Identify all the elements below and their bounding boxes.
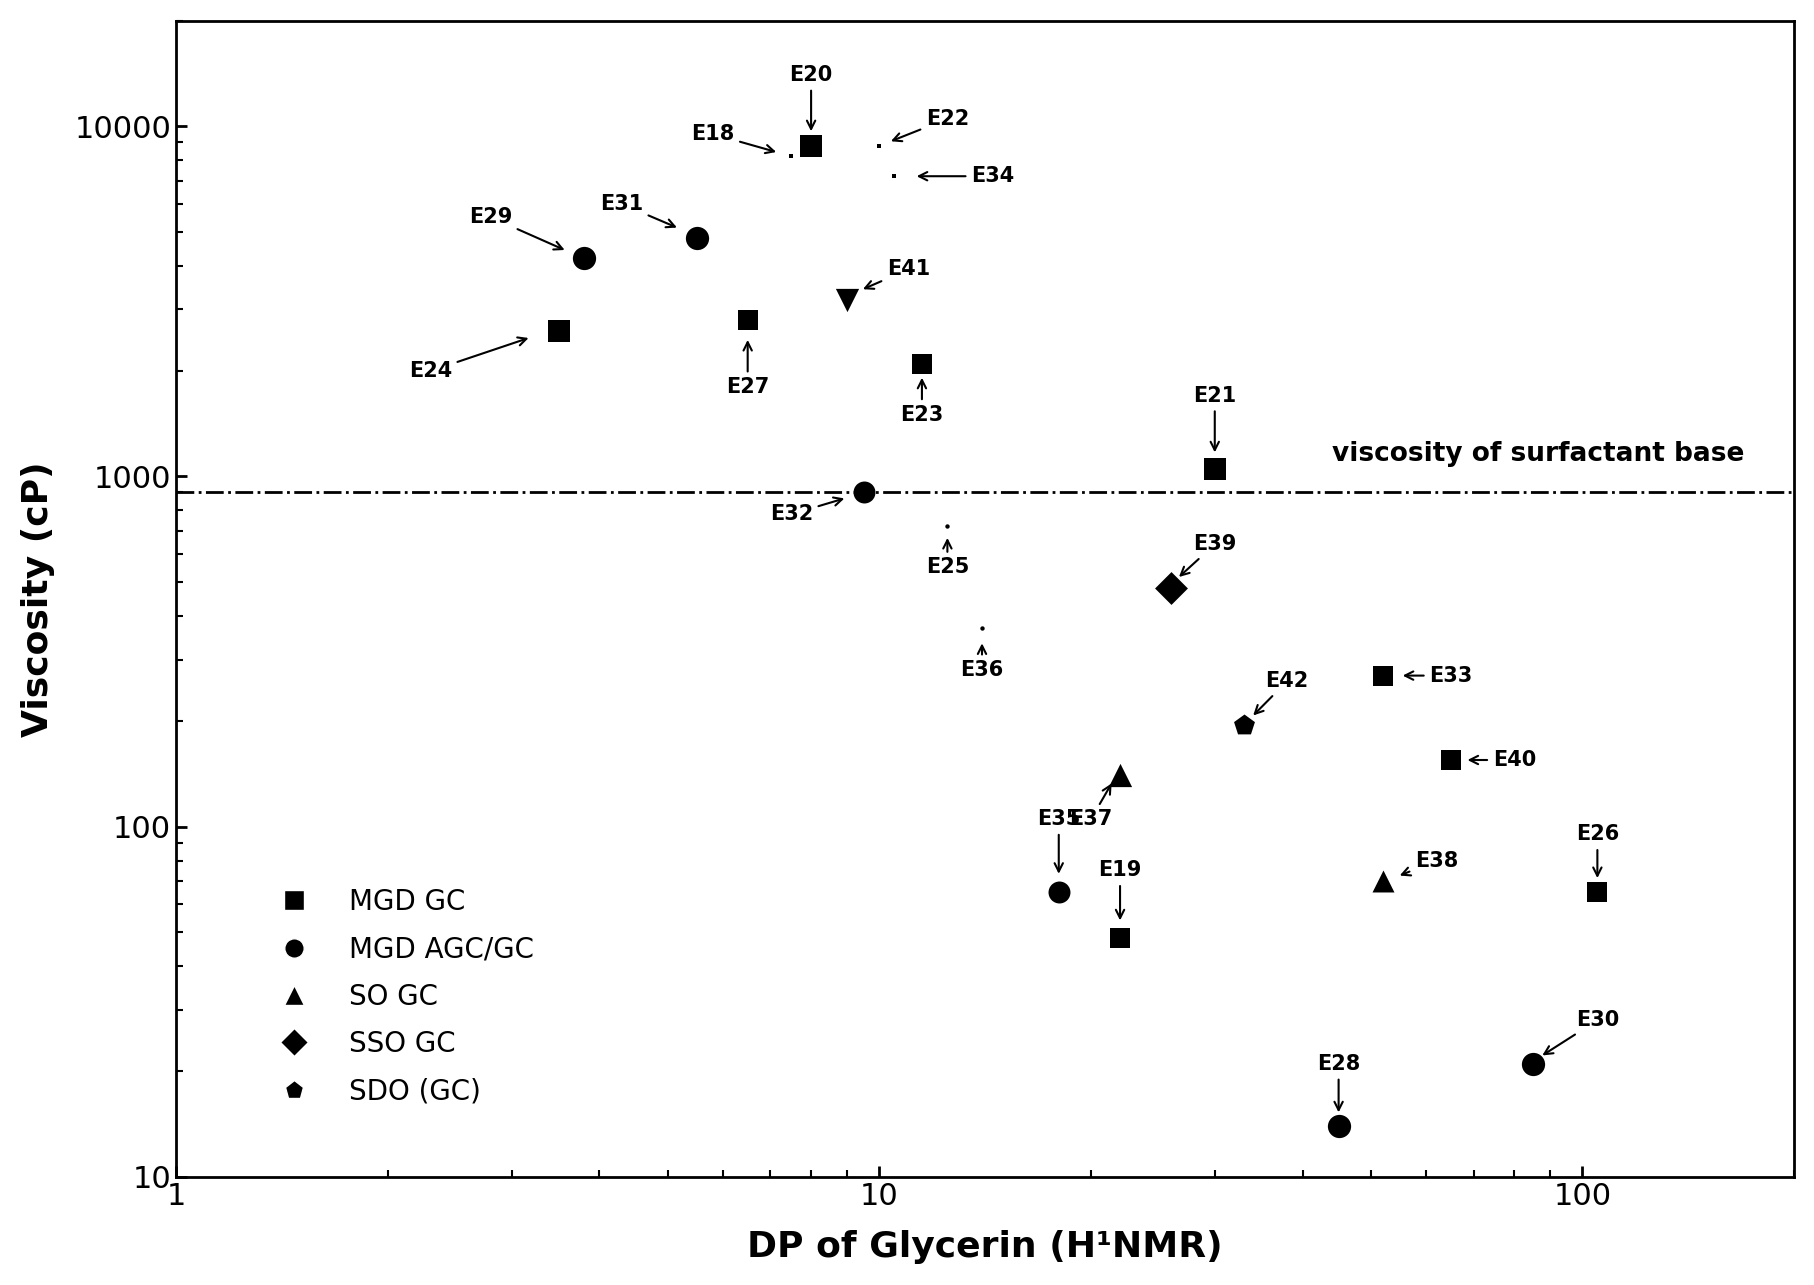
Text: E39: E39 <box>1179 535 1235 576</box>
Point <box>833 289 862 310</box>
Text: E25: E25 <box>925 540 969 577</box>
Point <box>907 353 936 374</box>
Text: E27: E27 <box>726 342 769 397</box>
Text: viscosity of surfactant base: viscosity of surfactant base <box>1331 441 1743 468</box>
Point <box>796 135 825 155</box>
Point <box>682 227 711 248</box>
Text: E32: E32 <box>769 497 842 524</box>
Point <box>1368 666 1397 686</box>
Point <box>1105 765 1134 785</box>
Text: E30: E30 <box>1544 1010 1618 1054</box>
Text: E38: E38 <box>1400 851 1457 875</box>
Text: E23: E23 <box>900 380 943 425</box>
Text: E37: E37 <box>1068 785 1112 829</box>
Text: E19: E19 <box>1097 861 1141 917</box>
Text: E40: E40 <box>1469 750 1535 770</box>
Point <box>733 310 762 330</box>
Point <box>544 321 573 342</box>
Text: E18: E18 <box>691 125 773 153</box>
Text: E34: E34 <box>918 166 1014 186</box>
Legend: MGD GC, MGD AGC/GC, SO GC, SSO GC, SDO (GC): MGD GC, MGD AGC/GC, SO GC, SSO GC, SDO (… <box>254 876 544 1117</box>
Text: E33: E33 <box>1404 666 1471 686</box>
Text: E22: E22 <box>892 109 969 141</box>
Point <box>1324 1115 1353 1136</box>
Text: E35: E35 <box>1036 810 1079 871</box>
Text: E21: E21 <box>1192 386 1235 450</box>
Point <box>1156 578 1185 599</box>
Point <box>967 617 996 637</box>
Point <box>1043 882 1072 902</box>
Point <box>1228 714 1257 735</box>
Text: E29: E29 <box>468 207 562 249</box>
Point <box>932 517 961 537</box>
Point <box>1199 459 1228 479</box>
Point <box>880 166 909 186</box>
Point <box>1582 882 1611 902</box>
Text: E31: E31 <box>600 194 675 227</box>
Text: E26: E26 <box>1575 825 1618 876</box>
Text: E42: E42 <box>1253 671 1308 714</box>
Text: E41: E41 <box>865 260 929 289</box>
Text: E20: E20 <box>789 66 833 128</box>
Point <box>570 248 599 269</box>
X-axis label: DP of Glycerin (H¹NMR): DP of Glycerin (H¹NMR) <box>747 1230 1223 1264</box>
Text: E28: E28 <box>1317 1054 1359 1110</box>
Text: E36: E36 <box>960 645 1003 680</box>
Point <box>849 482 878 502</box>
Text: E24: E24 <box>408 338 526 382</box>
Point <box>863 135 892 155</box>
Y-axis label: Viscosity (cP): Viscosity (cP) <box>20 461 54 736</box>
Point <box>1368 871 1397 892</box>
Point <box>776 146 805 167</box>
Point <box>1105 928 1134 948</box>
Point <box>1518 1054 1547 1074</box>
Point <box>1435 749 1464 770</box>
